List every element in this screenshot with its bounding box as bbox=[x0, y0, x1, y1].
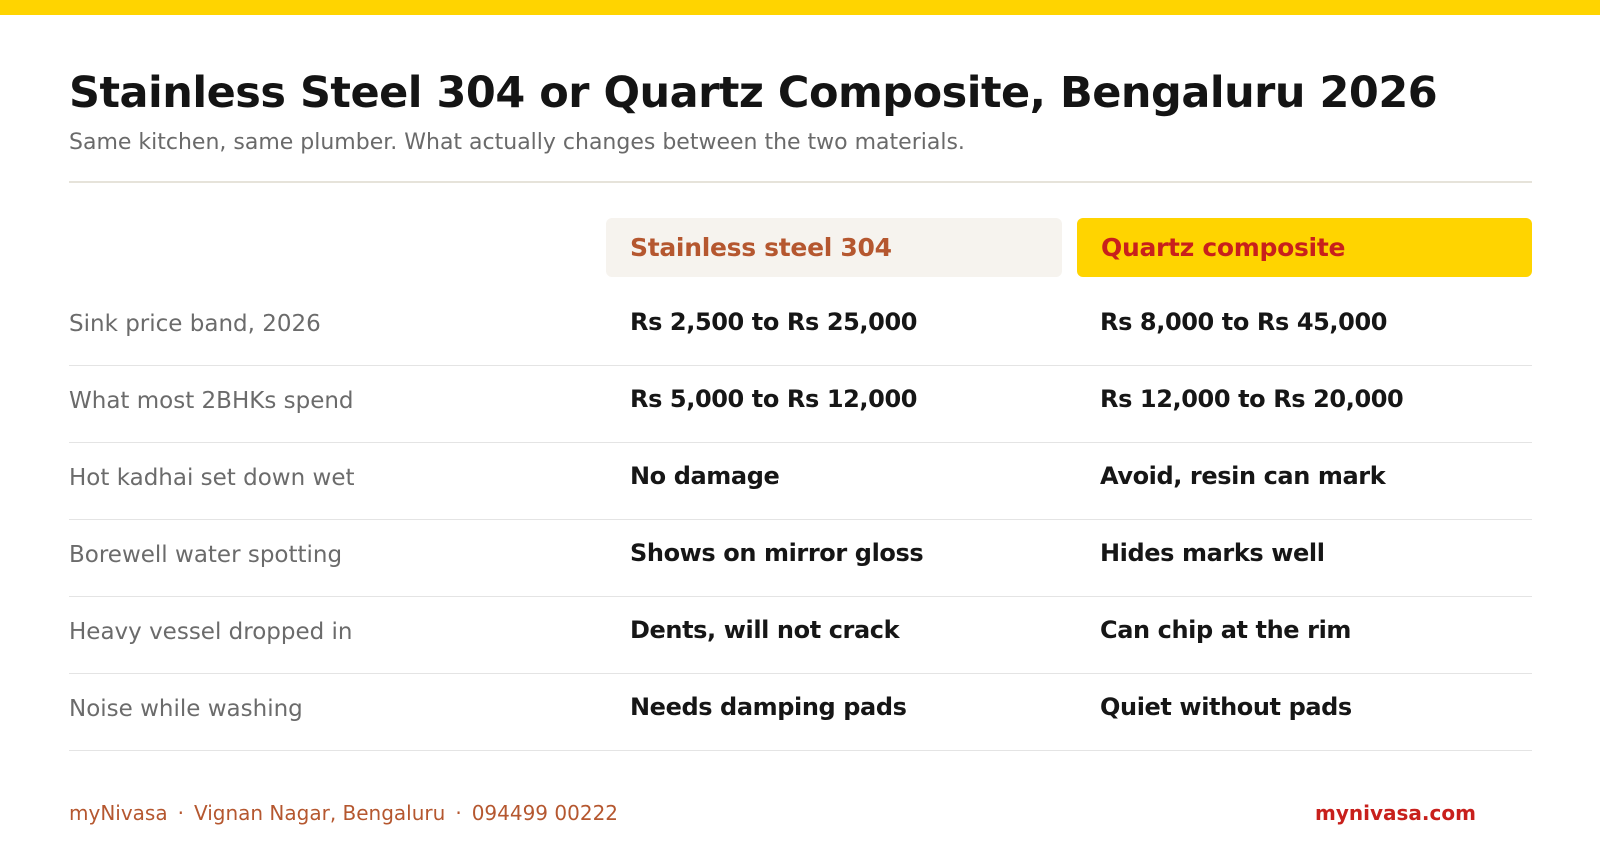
steel-value: Rs 2,500 to Rs 25,000 bbox=[630, 308, 918, 336]
quartz-value: Can chip at the rim bbox=[1100, 616, 1352, 644]
quartz-value: Hides marks well bbox=[1100, 539, 1325, 567]
footer-contact: myNivasa · Vignan Nagar, Bengaluru · 094499 … bbox=[69, 801, 618, 825]
quartz-value: Rs 8,000 to Rs 45,000 bbox=[1100, 308, 1388, 336]
table-row: What most 2BHKs spend Rs 5,000 to Rs 12,… bbox=[69, 366, 1532, 443]
steel-value: Dents, will not crack bbox=[630, 616, 900, 644]
quartz-value: Rs 12,000 to Rs 20,000 bbox=[1100, 385, 1404, 413]
table-row: Heavy vessel dropped in Dents, will not … bbox=[69, 597, 1532, 674]
steel-value: No damage bbox=[630, 462, 780, 490]
footer-separator: · bbox=[455, 801, 462, 825]
table-row: Hot kadhai set down wet No damage Avoid,… bbox=[69, 443, 1532, 520]
footer-location: Vignan Nagar, Bengaluru bbox=[193, 801, 446, 825]
page-subtitle: Same kitchen, same plumber. What actuall… bbox=[69, 130, 965, 155]
quartz-value: Avoid, resin can mark bbox=[1100, 462, 1386, 490]
steel-value: Shows on mirror gloss bbox=[630, 539, 924, 567]
column-header-quartz: Quartz composite bbox=[1077, 218, 1532, 277]
row-label: Sink price band, 2026 bbox=[69, 311, 321, 337]
footer-separator: · bbox=[177, 801, 184, 825]
row-label: Borewell water spotting bbox=[69, 542, 343, 568]
table-row: Noise while washing Needs damping pads Q… bbox=[69, 674, 1532, 751]
comparison-table: Sink price band, 2026 Rs 2,500 to Rs 25,… bbox=[69, 289, 1532, 751]
quartz-value: Quiet without pads bbox=[1100, 693, 1352, 721]
title-divider bbox=[69, 181, 1532, 183]
footer-phone[interactable]: 094499 00222 bbox=[471, 801, 619, 825]
row-label: What most 2BHKs spend bbox=[69, 388, 354, 414]
steel-value: Needs damping pads bbox=[630, 693, 907, 721]
column-header-steel: Stainless steel 304 bbox=[606, 218, 1062, 277]
steel-value: Rs 5,000 to Rs 12,000 bbox=[630, 385, 918, 413]
footer-website-link[interactable]: mynivasa.com bbox=[1315, 801, 1476, 825]
page-title: Stainless Steel 304 or Quartz Composite,… bbox=[69, 68, 1438, 118]
top-accent-bar bbox=[0, 0, 1600, 15]
row-label: Hot kadhai set down wet bbox=[69, 465, 355, 491]
footer-brand: myNivasa bbox=[69, 801, 168, 825]
table-row: Sink price band, 2026 Rs 2,500 to Rs 25,… bbox=[69, 289, 1532, 366]
row-label: Heavy vessel dropped in bbox=[69, 619, 353, 645]
row-label: Noise while washing bbox=[69, 696, 303, 722]
table-row: Borewell water spotting Shows on mirror … bbox=[69, 520, 1532, 597]
